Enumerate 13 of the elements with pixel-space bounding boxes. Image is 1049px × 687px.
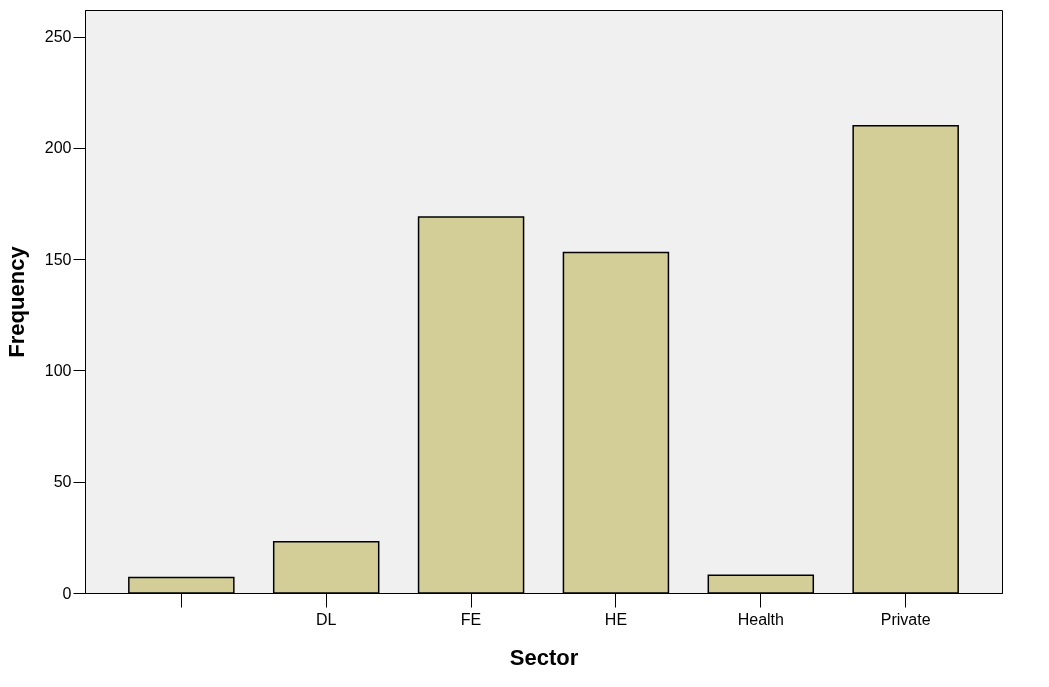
x-tick-label: FE (460, 610, 482, 628)
y-tick-label: 100 (44, 361, 72, 379)
x-tick-label: HE (604, 610, 628, 628)
y-tick-label: 50 (53, 473, 72, 491)
x-tick-label: Health (737, 610, 784, 628)
x-tick-label: Private (880, 610, 931, 628)
x-tick-label: DL (315, 610, 337, 628)
y-tick-label: 0 (62, 584, 72, 602)
x-axis-title: Sector (509, 644, 579, 670)
y-tick-label: 200 (44, 139, 72, 157)
y-tick-label: 250 (44, 28, 72, 46)
y-tick-label: 150 (44, 250, 72, 268)
y-axis-title: Frequency (3, 245, 29, 358)
